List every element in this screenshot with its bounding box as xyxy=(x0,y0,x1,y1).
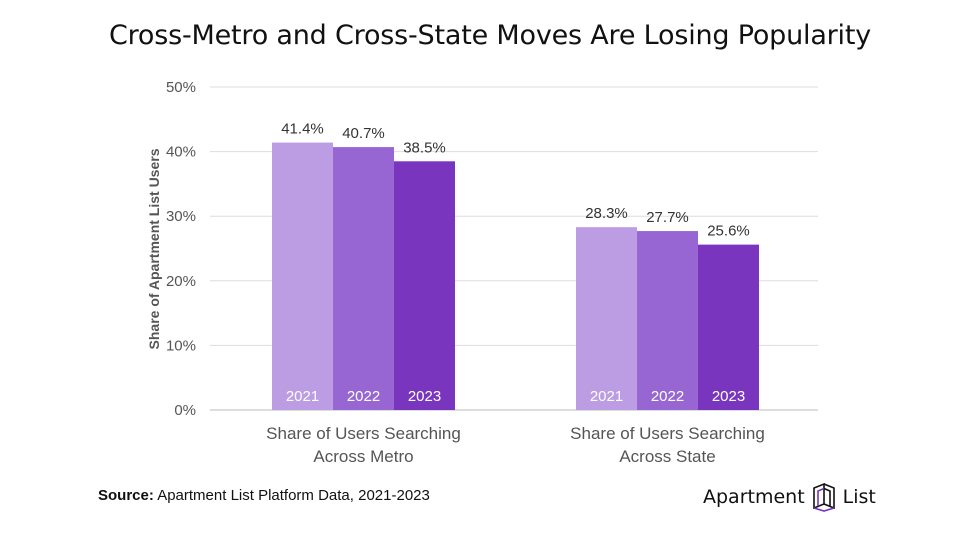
bar-value-label: 28.3% xyxy=(585,205,628,222)
apartment-list-logo-icon xyxy=(812,482,835,512)
bar-year-label: 2023 xyxy=(408,388,441,405)
bar xyxy=(333,147,394,410)
y-tick-label: 30% xyxy=(166,208,196,225)
x-category-label: Across Metro xyxy=(313,447,413,466)
x-category-label: Share of Users Searching xyxy=(266,424,461,443)
bar-value-label: 38.5% xyxy=(403,139,446,156)
bar-year-label: 2022 xyxy=(347,388,380,405)
bar xyxy=(272,142,333,410)
y-tick-label: 0% xyxy=(174,402,196,419)
source-text: Apartment List Platform Data, 2021-2023 xyxy=(153,487,430,504)
source-note: Source: Apartment List Platform Data, 20… xyxy=(98,487,430,504)
bar-year-label: 2022 xyxy=(651,388,684,405)
bar-value-label: 25.6% xyxy=(707,223,750,240)
y-tick-label: 10% xyxy=(166,337,196,354)
bar-year-label: 2021 xyxy=(590,388,623,405)
source-label: Source: xyxy=(98,487,154,504)
bar-value-label: 40.7% xyxy=(342,125,385,142)
bar-value-label: 27.7% xyxy=(646,209,689,226)
y-tick-label: 20% xyxy=(166,273,196,290)
y-tick-label: 50% xyxy=(166,79,196,96)
bar xyxy=(698,244,759,410)
bar xyxy=(637,231,698,410)
apartment-list-logo: Apartment List xyxy=(703,480,893,514)
y-axis-label: Share of Apartment List Users xyxy=(146,148,162,349)
x-category-label: Share of Users Searching xyxy=(570,424,765,443)
y-tick-label: 40% xyxy=(166,144,196,161)
logo-word-apartment: Apartment xyxy=(703,486,805,508)
x-category-label: Across State xyxy=(619,447,715,466)
bar-year-label: 2021 xyxy=(286,388,319,405)
bar-year-label: 2023 xyxy=(712,388,745,405)
bar xyxy=(576,227,637,410)
bar-value-label: 41.4% xyxy=(281,121,324,138)
logo-word-list: List xyxy=(842,486,876,508)
bar xyxy=(394,161,455,410)
chart-title: Cross-Metro and Cross-State Moves Are Lo… xyxy=(108,20,872,51)
